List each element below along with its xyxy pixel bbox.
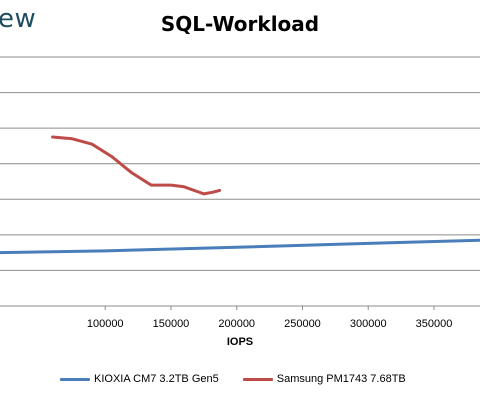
brand-logo-fragment: ew xyxy=(0,4,37,34)
legend-swatch-kioxia xyxy=(60,377,90,381)
legend: KIOXIA CM7 3.2TB Gen5 Samsung PM1743 7.6… xyxy=(60,373,430,385)
x-tick-label-0: 100000 xyxy=(86,318,124,330)
legend-label-kioxia: KIOXIA CM7 3.2TB Gen5 xyxy=(94,373,219,385)
series-line-1 xyxy=(51,135,222,196)
legend-label-samsung: Samsung PM1743 7.68TB xyxy=(276,373,406,385)
x-axis-label: IOPS xyxy=(226,336,254,348)
x-tick-label-4: 300000 xyxy=(349,318,387,330)
x-tick-label-5: 350000 xyxy=(415,318,453,330)
x-tick-label-3: 250000 xyxy=(284,318,321,330)
chart-title: SQL-Workload xyxy=(160,12,320,36)
legend-item-samsung: Samsung PM1743 7.68TB xyxy=(242,373,406,385)
x-tick-label-1: 150000 xyxy=(152,318,190,330)
series-line-0 xyxy=(0,238,480,255)
x-tick-label-2: 200000 xyxy=(218,318,256,330)
legend-item-kioxia: KIOXIA CM7 3.2TB Gen5 xyxy=(60,373,219,385)
legend-swatch-samsung xyxy=(242,377,273,381)
